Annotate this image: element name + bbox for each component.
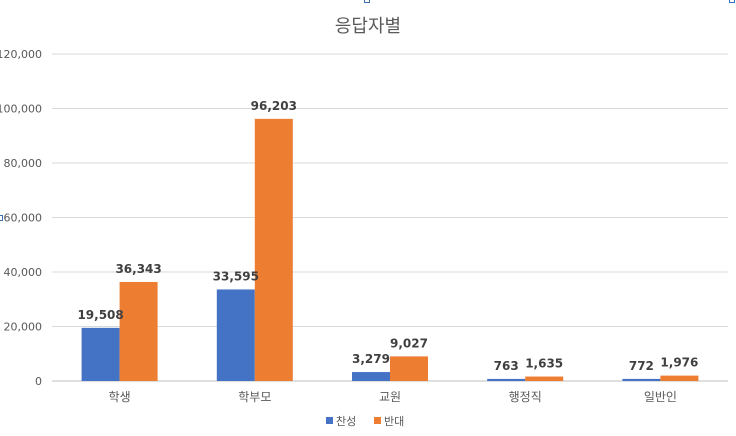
data-label: 9,027: [390, 336, 428, 350]
data-label: 96,203: [251, 99, 297, 113]
bar[interactable]: [525, 376, 564, 381]
bar[interactable]: [119, 281, 158, 381]
data-label: 763: [494, 359, 519, 373]
x-tick-label: 학부모: [238, 390, 271, 404]
bar[interactable]: [622, 378, 661, 381]
y-tick-label: 20,000: [4, 321, 43, 334]
bar[interactable]: [352, 372, 390, 381]
selection-handle-left[interactable]: [0, 215, 3, 221]
bar[interactable]: [390, 356, 428, 381]
x-tick-label: 일반인: [644, 390, 677, 404]
legend: 찬성 반대: [326, 414, 404, 428]
legend-swatch: [374, 417, 381, 424]
data-label: 1,976: [660, 356, 698, 370]
bar[interactable]: [487, 378, 526, 381]
legend-label: 반대: [384, 415, 404, 428]
y-tick-label: 60,000: [4, 212, 43, 225]
y-tick-label: 0: [35, 375, 42, 388]
selection-handle-top-right[interactable]: [729, 0, 735, 3]
data-label: 1,635: [525, 357, 563, 371]
data-label: 19,508: [77, 308, 123, 322]
x-tick-label: 행정직: [509, 389, 542, 404]
bar[interactable]: [81, 327, 120, 381]
x-tick-label: 교원: [379, 390, 401, 404]
data-label: 3,279: [352, 352, 390, 366]
chart-title: 응답자별: [334, 16, 402, 37]
data-label: 33,595: [213, 269, 259, 283]
selection-handle-top[interactable]: [364, 0, 370, 3]
y-tick-label: 120,000: [0, 48, 42, 61]
legend-label: 찬성: [336, 414, 356, 428]
y-axis: 0 20,000 40,000 60,000 80,000 100,000 120,000: [0, 48, 42, 388]
y-tick-label: 80,000: [4, 157, 43, 170]
y-tick-label: 40,000: [4, 266, 43, 279]
x-axis: 학생 학부모 교원 행정직 일반인: [109, 389, 677, 404]
bar[interactable]: [254, 118, 293, 381]
data-label: 36,343: [115, 262, 161, 276]
bar[interactable]: [216, 289, 255, 381]
legend-swatch: [326, 417, 333, 424]
bars: [81, 118, 699, 381]
bar[interactable]: [660, 375, 699, 381]
x-tick-label: 학생: [109, 390, 131, 404]
y-tick-label: 100,000: [0, 103, 42, 116]
data-label: 772: [629, 359, 654, 373]
